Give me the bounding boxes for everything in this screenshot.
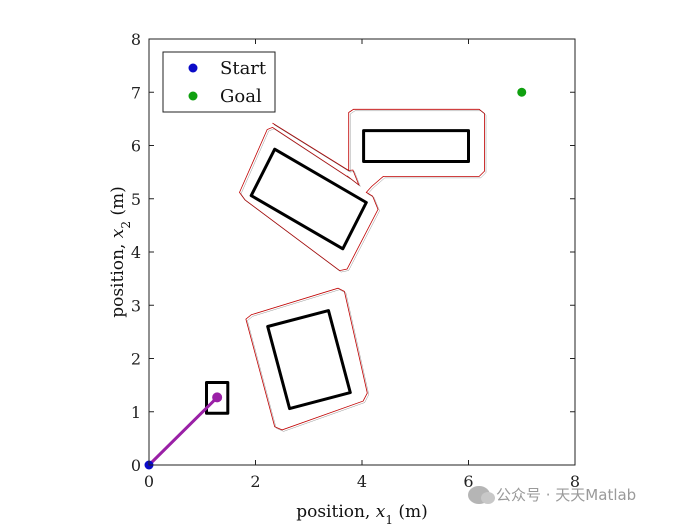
x-tick-label: 4 — [357, 472, 367, 491]
x-tick-label: 2 — [250, 472, 260, 491]
legend-box — [162, 51, 276, 113]
watermark: 公众号 · 天天Matlab — [468, 484, 636, 505]
y-tick-label: 3 — [131, 296, 141, 315]
y-tick-label: 2 — [131, 350, 141, 369]
y-axis-label: position, x2 (m) — [108, 186, 133, 318]
legend: Start Goal — [162, 51, 276, 113]
obstacle-3 — [362, 129, 470, 163]
legend-marker-goal — [188, 91, 198, 101]
inflated-region-shadow-2 — [247, 289, 370, 432]
trajectory-endpoint — [212, 392, 223, 403]
y-tick-label: 0 — [131, 456, 141, 475]
inflated-region-shadow-1 — [240, 110, 487, 273]
x-tick-label: 8 — [570, 472, 580, 491]
watermark-text: 公众号 · 天天Matlab — [496, 486, 637, 504]
y-tick-label: 7 — [131, 83, 141, 102]
obstacle-4 — [266, 309, 352, 411]
axis-ticks: 0 2 4 6 8 0 1 2 3 4 5 6 7 8 — [131, 30, 580, 491]
y-tick-label: 5 — [131, 190, 141, 209]
obstacle-2 — [249, 147, 368, 251]
y-tick-label: 4 — [131, 243, 141, 262]
inflated-regions — [239, 108, 487, 432]
trajectory — [147, 392, 223, 467]
y-tick-label: 8 — [131, 30, 141, 49]
x-axis-label: position, x1 (m) — [296, 502, 428, 525]
y-tick-label: 6 — [131, 137, 141, 156]
x-tick-label: 6 — [463, 472, 473, 491]
obstacle-1 — [205, 381, 230, 415]
x-tick-label: 0 — [144, 472, 154, 491]
inflated-region-2 — [245, 287, 368, 431]
legend-label-start: Start — [220, 58, 267, 79]
legend-marker-start — [188, 63, 198, 73]
inflated-region-1 — [239, 108, 485, 272]
trajectory-line — [147, 396, 219, 467]
y-tick-label: 1 — [131, 403, 141, 422]
point-goal — [517, 87, 527, 97]
legend-label-goal: Goal — [220, 86, 262, 107]
wechat-icon — [468, 485, 495, 504]
obstacles — [205, 129, 470, 415]
